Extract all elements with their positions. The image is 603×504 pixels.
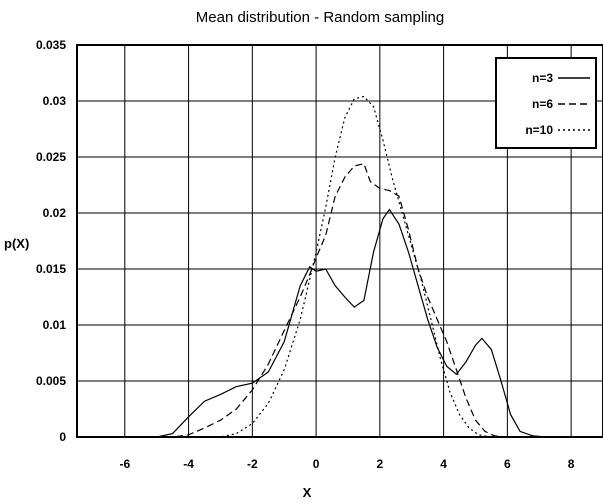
series-line-n=6: [77, 162, 603, 438]
y-axis-label: p(X): [4, 236, 29, 251]
series-line-n=10: [77, 95, 603, 438]
x-tick-label: -6: [119, 457, 130, 471]
x-tick-label: 4: [440, 457, 447, 471]
y-tick-label: 0: [59, 430, 66, 444]
y-tick-label: 0.02: [43, 206, 67, 220]
x-tick-labels: -6 -4 -2 0 2 4 6 8: [119, 457, 574, 471]
y-tick-label: 0.005: [36, 374, 66, 388]
y-tick-label: 0.01: [43, 318, 67, 332]
legend-box: [495, 57, 597, 149]
plot-frame: [76, 44, 603, 438]
x-tick-label: 0: [313, 457, 320, 471]
y-tick-label: 0.035: [36, 38, 66, 52]
grid: [77, 44, 603, 438]
legend: n=3 n=6 n=10: [495, 57, 597, 149]
series-layer: [77, 95, 603, 438]
series-line-n=3: [77, 208, 603, 438]
y-tick-label: 0.015: [36, 262, 66, 276]
x-tick-label: -4: [183, 457, 194, 471]
legend-label: n=3: [532, 71, 553, 85]
x-axis-label: X: [303, 485, 312, 500]
x-tick-label: -2: [247, 457, 258, 471]
chart-title: Mean distribution - Random sampling: [196, 9, 444, 26]
y-tick-label: 0.03: [43, 94, 67, 108]
legend-label: n=10: [525, 123, 553, 137]
y-tick-labels: 0 0.005 0.01 0.015 0.02 0.025 0.03 0.035: [36, 38, 66, 444]
y-tick-label: 0.025: [36, 150, 66, 164]
x-tick-label: 2: [377, 457, 384, 471]
x-tick-label: 8: [568, 457, 575, 471]
x-tick-label: 6: [504, 457, 511, 471]
legend-label: n=6: [532, 97, 553, 111]
